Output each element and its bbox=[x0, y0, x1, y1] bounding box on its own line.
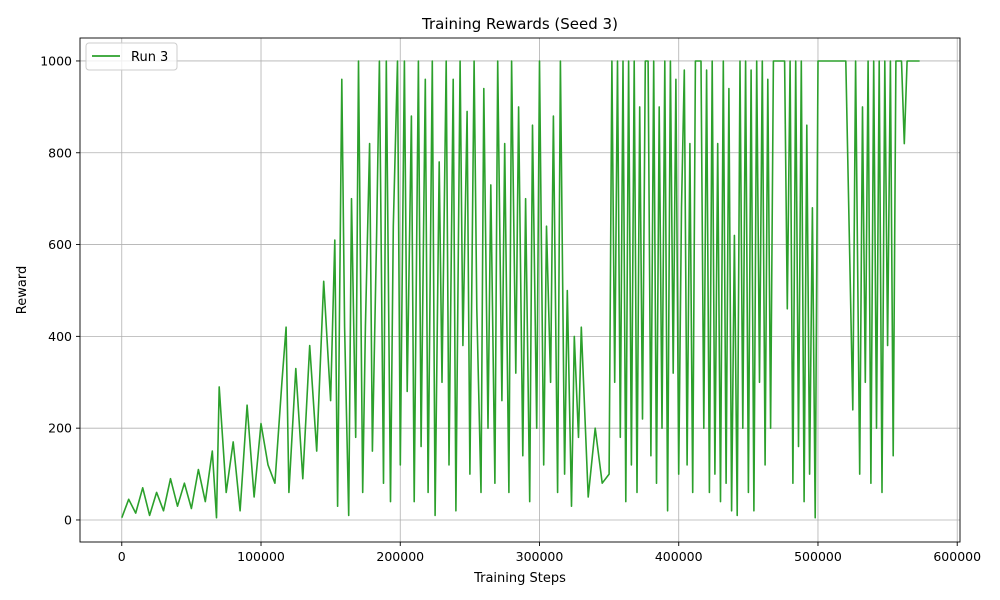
chart-title: Training Rewards (Seed 3) bbox=[421, 15, 618, 33]
y-tick-label: 800 bbox=[48, 145, 72, 160]
x-tick-label: 100000 bbox=[237, 549, 285, 564]
y-tick-label: 200 bbox=[48, 421, 72, 436]
x-tick-label: 600000 bbox=[933, 549, 981, 564]
y-axis-label: Reward bbox=[15, 266, 30, 314]
axes-frame bbox=[79, 37, 961, 543]
x-ticks: 0 100000 200000 300000 400000 500000 600000 bbox=[118, 542, 981, 564]
legend-box bbox=[85, 42, 178, 71]
x-tick-label: 300000 bbox=[516, 549, 564, 564]
plot-area bbox=[121, 60, 920, 519]
y-tick-label: 0 bbox=[64, 512, 72, 527]
legend: Run 3 bbox=[85, 42, 178, 71]
series-line-run-3 bbox=[121, 60, 920, 519]
x-tick-label: 200000 bbox=[376, 549, 424, 564]
y-ticks: 0 200 400 600 800 1000 bbox=[40, 53, 80, 527]
legend-label-run-3: Run 3 bbox=[131, 50, 168, 65]
y-tick-label: 600 bbox=[48, 237, 72, 252]
x-axis-label: Training Steps bbox=[473, 571, 566, 586]
x-tick-label: 500000 bbox=[794, 549, 842, 564]
x-tick-label: 0 bbox=[118, 549, 126, 564]
x-tick-label: 400000 bbox=[655, 549, 703, 564]
y-tick-label: 400 bbox=[48, 329, 72, 344]
y-tick-label: 1000 bbox=[40, 53, 72, 68]
